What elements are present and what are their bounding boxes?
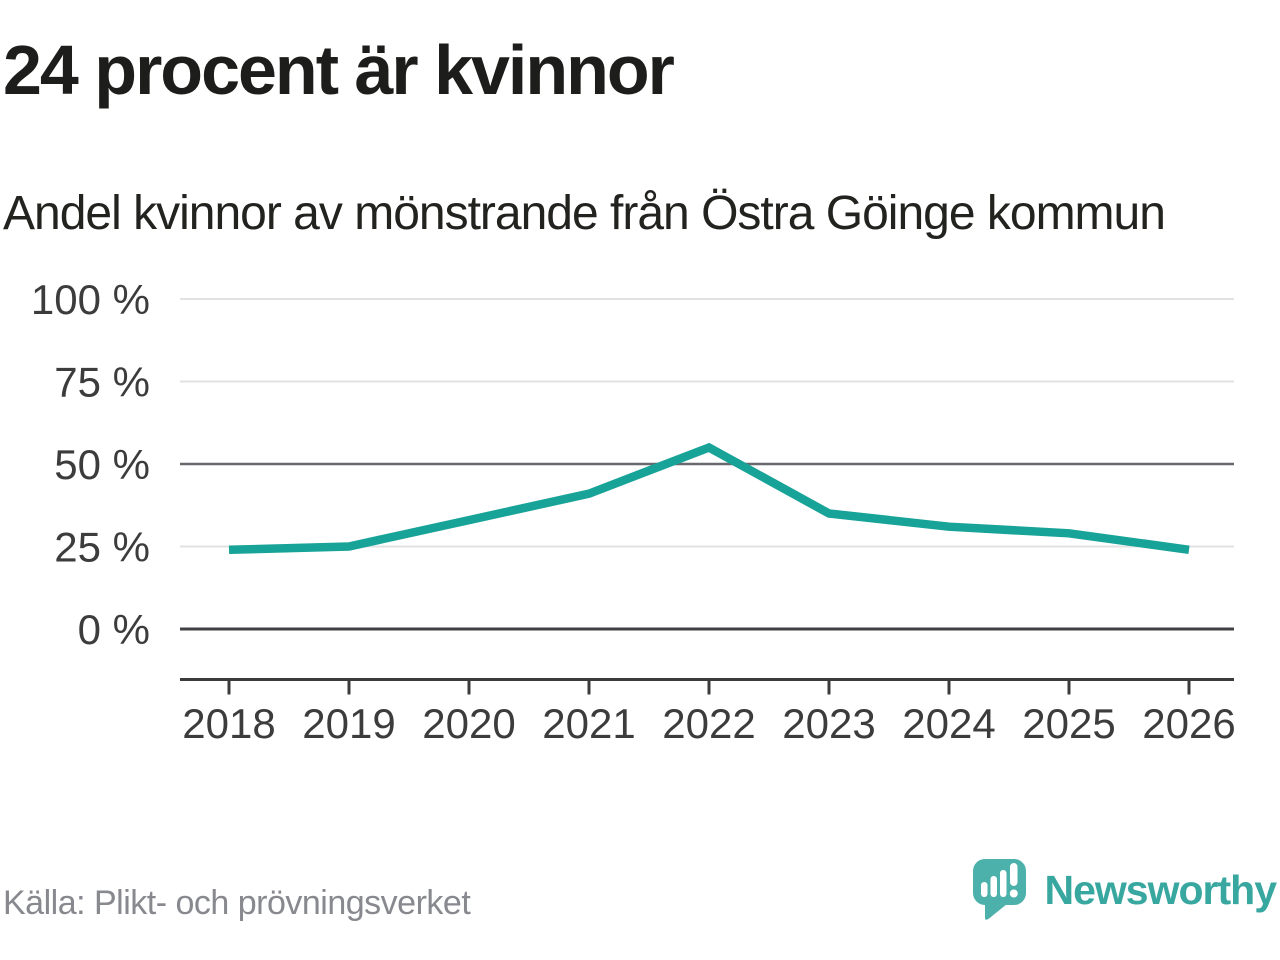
x-axis-label: 2020 xyxy=(422,700,515,747)
y-axis-label: 100 % xyxy=(31,276,150,323)
source-note: Källa: Plikt- och prövningsverket xyxy=(3,884,471,922)
logo-bar-1 xyxy=(980,882,987,897)
y-axis-label: 25 % xyxy=(54,524,150,571)
trend-line xyxy=(228,442,1190,555)
x-axis-label: 2023 xyxy=(782,700,875,747)
y-axis-label: 0 % xyxy=(78,606,150,653)
logo-exclamation-dot xyxy=(1009,889,1018,898)
y-axis-label: 50 % xyxy=(54,441,150,488)
x-axis-label: 2025 xyxy=(1022,700,1115,747)
newsworthy-logo-text: Newsworthy xyxy=(1044,866,1277,913)
x-axis-label: 2021 xyxy=(542,700,635,747)
y-axis-label: 75 % xyxy=(54,359,150,406)
page-title: 24 procent är kvinnor xyxy=(3,31,675,109)
logo-exclamation-bar xyxy=(1009,863,1017,886)
page-subtitle: Andel kvinnor av mönstrande från Östra G… xyxy=(3,187,1166,240)
x-axis-label: 2019 xyxy=(302,700,395,747)
newsworthy-logo: Newsworthy xyxy=(972,858,1277,922)
newsworthy-logo-icon xyxy=(972,859,1026,920)
x-axis-label: 2024 xyxy=(902,700,995,747)
x-axis-label: 2026 xyxy=(1142,700,1235,747)
x-axis-label: 2022 xyxy=(662,700,755,747)
x-axis-label: 2018 xyxy=(182,700,275,747)
logo-bar-2 xyxy=(990,876,997,897)
logo-bar-3 xyxy=(999,870,1006,897)
